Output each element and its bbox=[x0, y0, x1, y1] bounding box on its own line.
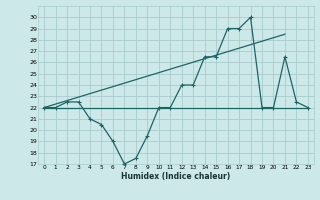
X-axis label: Humidex (Indice chaleur): Humidex (Indice chaleur) bbox=[121, 172, 231, 181]
